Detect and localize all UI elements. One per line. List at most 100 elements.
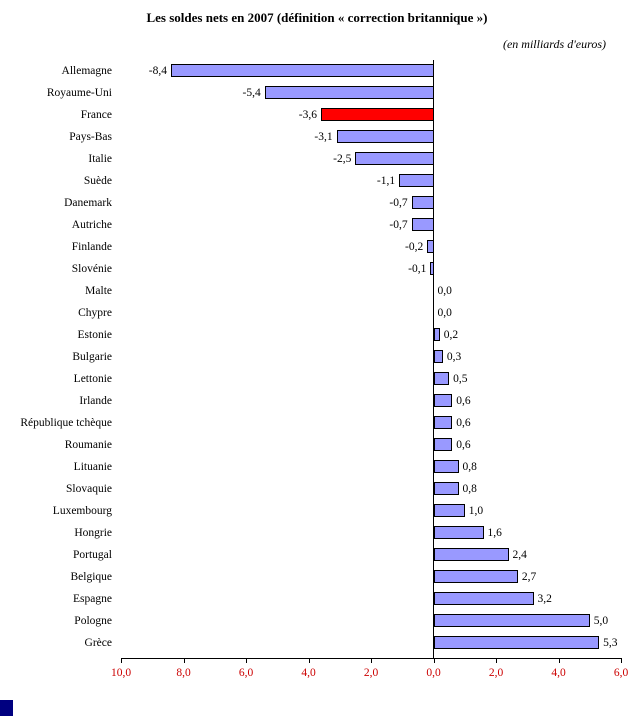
- category-label: Allemagne: [61, 65, 112, 77]
- chart-row: Irlande 0,6: [0, 390, 634, 412]
- value-label: 5,0: [593, 615, 609, 627]
- bar: [433, 504, 465, 517]
- category-label: Grèce: [84, 637, 112, 649]
- value-label: -8,4: [148, 65, 167, 77]
- x-tick-label: 2,0: [488, 667, 504, 679]
- category-label: Hongrie: [74, 527, 112, 539]
- chart-row: Bulgarie 0,3: [0, 346, 634, 368]
- value-label: -0,2: [405, 241, 424, 253]
- bar-track: 2,4: [121, 544, 621, 566]
- bar: [411, 196, 434, 209]
- category-label: Chypre: [78, 307, 112, 319]
- chart-row: Luxembourg 1,0: [0, 500, 634, 522]
- bar: [433, 614, 590, 627]
- bar-track: 0,5: [121, 368, 621, 390]
- bar: [433, 416, 453, 429]
- x-tick-label: 8,0: [176, 667, 191, 679]
- x-axis-line: [121, 658, 622, 659]
- category-label: Estonie: [77, 329, 113, 341]
- value-label: -2,5: [333, 153, 352, 165]
- category-label: Royaume-Uni: [46, 87, 112, 99]
- bar: [433, 372, 450, 385]
- value-label: 0,3: [446, 351, 462, 363]
- corner-mark: [0, 700, 13, 716]
- x-tick-label: 4,0: [301, 667, 316, 679]
- x-tick-mark: [496, 659, 497, 663]
- category-label: Roumanie: [64, 439, 112, 451]
- category-label: Bulgarie: [72, 351, 112, 363]
- chart-row: République tchèque 0,6: [0, 412, 634, 434]
- category-label: Slovénie: [71, 263, 112, 275]
- x-tick-label: 6,0: [238, 667, 254, 679]
- bar-track: 1,0: [121, 500, 621, 522]
- value-label: -3,1: [314, 131, 333, 143]
- bar: [433, 526, 484, 539]
- x-axis-ticks: 10,0 8,0 6,0 4,0 2,0 0,0 2,0 4,0 6,0: [111, 658, 628, 688]
- category-label: Portugal: [73, 549, 112, 561]
- chart-row: Chypre 0,0: [0, 302, 634, 324]
- value-label: 0,2: [443, 329, 459, 341]
- value-label: -3,6: [298, 109, 317, 121]
- x-tick-label: 2,0: [363, 667, 379, 679]
- bar-track: -0,1: [121, 258, 621, 280]
- chart-row: Portugal 2,4: [0, 544, 634, 566]
- chart-row: Pays-Bas -3,1: [0, 126, 634, 148]
- bar: [433, 350, 443, 363]
- chart-row: Finlande -0,2: [0, 236, 634, 258]
- bar: [433, 328, 440, 341]
- x-tick-label: 10,0: [110, 667, 132, 679]
- zero-axis-line: [433, 60, 434, 659]
- chart-row: Autriche -0,7: [0, 214, 634, 236]
- bar-track: -5,4: [121, 82, 621, 104]
- bar-track: 0,8: [121, 456, 621, 478]
- bar: [411, 218, 434, 231]
- bar: [430, 262, 434, 275]
- chart-row: Suède -1,1: [0, 170, 634, 192]
- bar: [355, 152, 434, 165]
- bar-track: 0,6: [121, 434, 621, 456]
- value-label: 0,0: [437, 285, 452, 297]
- bar-track: 3,2: [121, 588, 621, 610]
- chart-title: Les soldes nets en 2007 (définition « co…: [146, 10, 488, 25]
- chart-row: Roumanie 0,6: [0, 434, 634, 456]
- category-label: République tchèque: [20, 417, 112, 429]
- bar-track: 0,0: [121, 302, 621, 324]
- value-label: 3,2: [537, 593, 552, 605]
- value-label: -5,4: [242, 87, 261, 99]
- x-tick-mark: [371, 659, 372, 663]
- x-tick-label: 6,0: [613, 667, 629, 679]
- chart-row: Lituanie 0,8: [0, 456, 634, 478]
- value-label: 1,6: [487, 527, 502, 539]
- chart-row: France -3,6: [0, 104, 634, 126]
- category-label: Espagne: [73, 593, 112, 605]
- category-label: Finlande: [71, 241, 112, 253]
- chart-subtitle: (en milliards d'euros): [502, 37, 606, 51]
- chart-row: Pologne 5,0: [0, 610, 634, 632]
- category-label: Luxembourg: [52, 505, 112, 517]
- chart-row: Estonie 0,2: [0, 324, 634, 346]
- chart-row: Slovaquie 0,8: [0, 478, 634, 500]
- bar: [433, 636, 600, 649]
- value-label: 0,8: [462, 461, 477, 473]
- category-label: Lettonie: [73, 373, 112, 385]
- chart-row: Slovénie -0,1: [0, 258, 634, 280]
- bar: [433, 548, 509, 561]
- x-tick-mark: [621, 659, 622, 663]
- bar-track: -2,5: [121, 148, 621, 170]
- bar-rows: Allemagne -8,4 Royaume-Uni -5,4 France -3,6 Pa…: [0, 60, 634, 654]
- bar-track: 0,2: [121, 324, 621, 346]
- bar: [433, 460, 459, 473]
- bar-track: 0,0: [121, 280, 621, 302]
- bar: [433, 570, 518, 583]
- category-label: Autriche: [71, 219, 112, 231]
- value-label: 0,8: [462, 483, 477, 495]
- bar: [336, 130, 434, 143]
- category-label: Danemark: [64, 197, 112, 209]
- value-label: -0,7: [389, 219, 408, 231]
- bar: [427, 240, 434, 253]
- category-label: Irlande: [79, 395, 112, 407]
- value-label: 0,6: [456, 395, 471, 407]
- bar-track: 5,3: [121, 632, 621, 654]
- bar-track: 2,7: [121, 566, 621, 588]
- category-label: Pologne: [74, 615, 112, 627]
